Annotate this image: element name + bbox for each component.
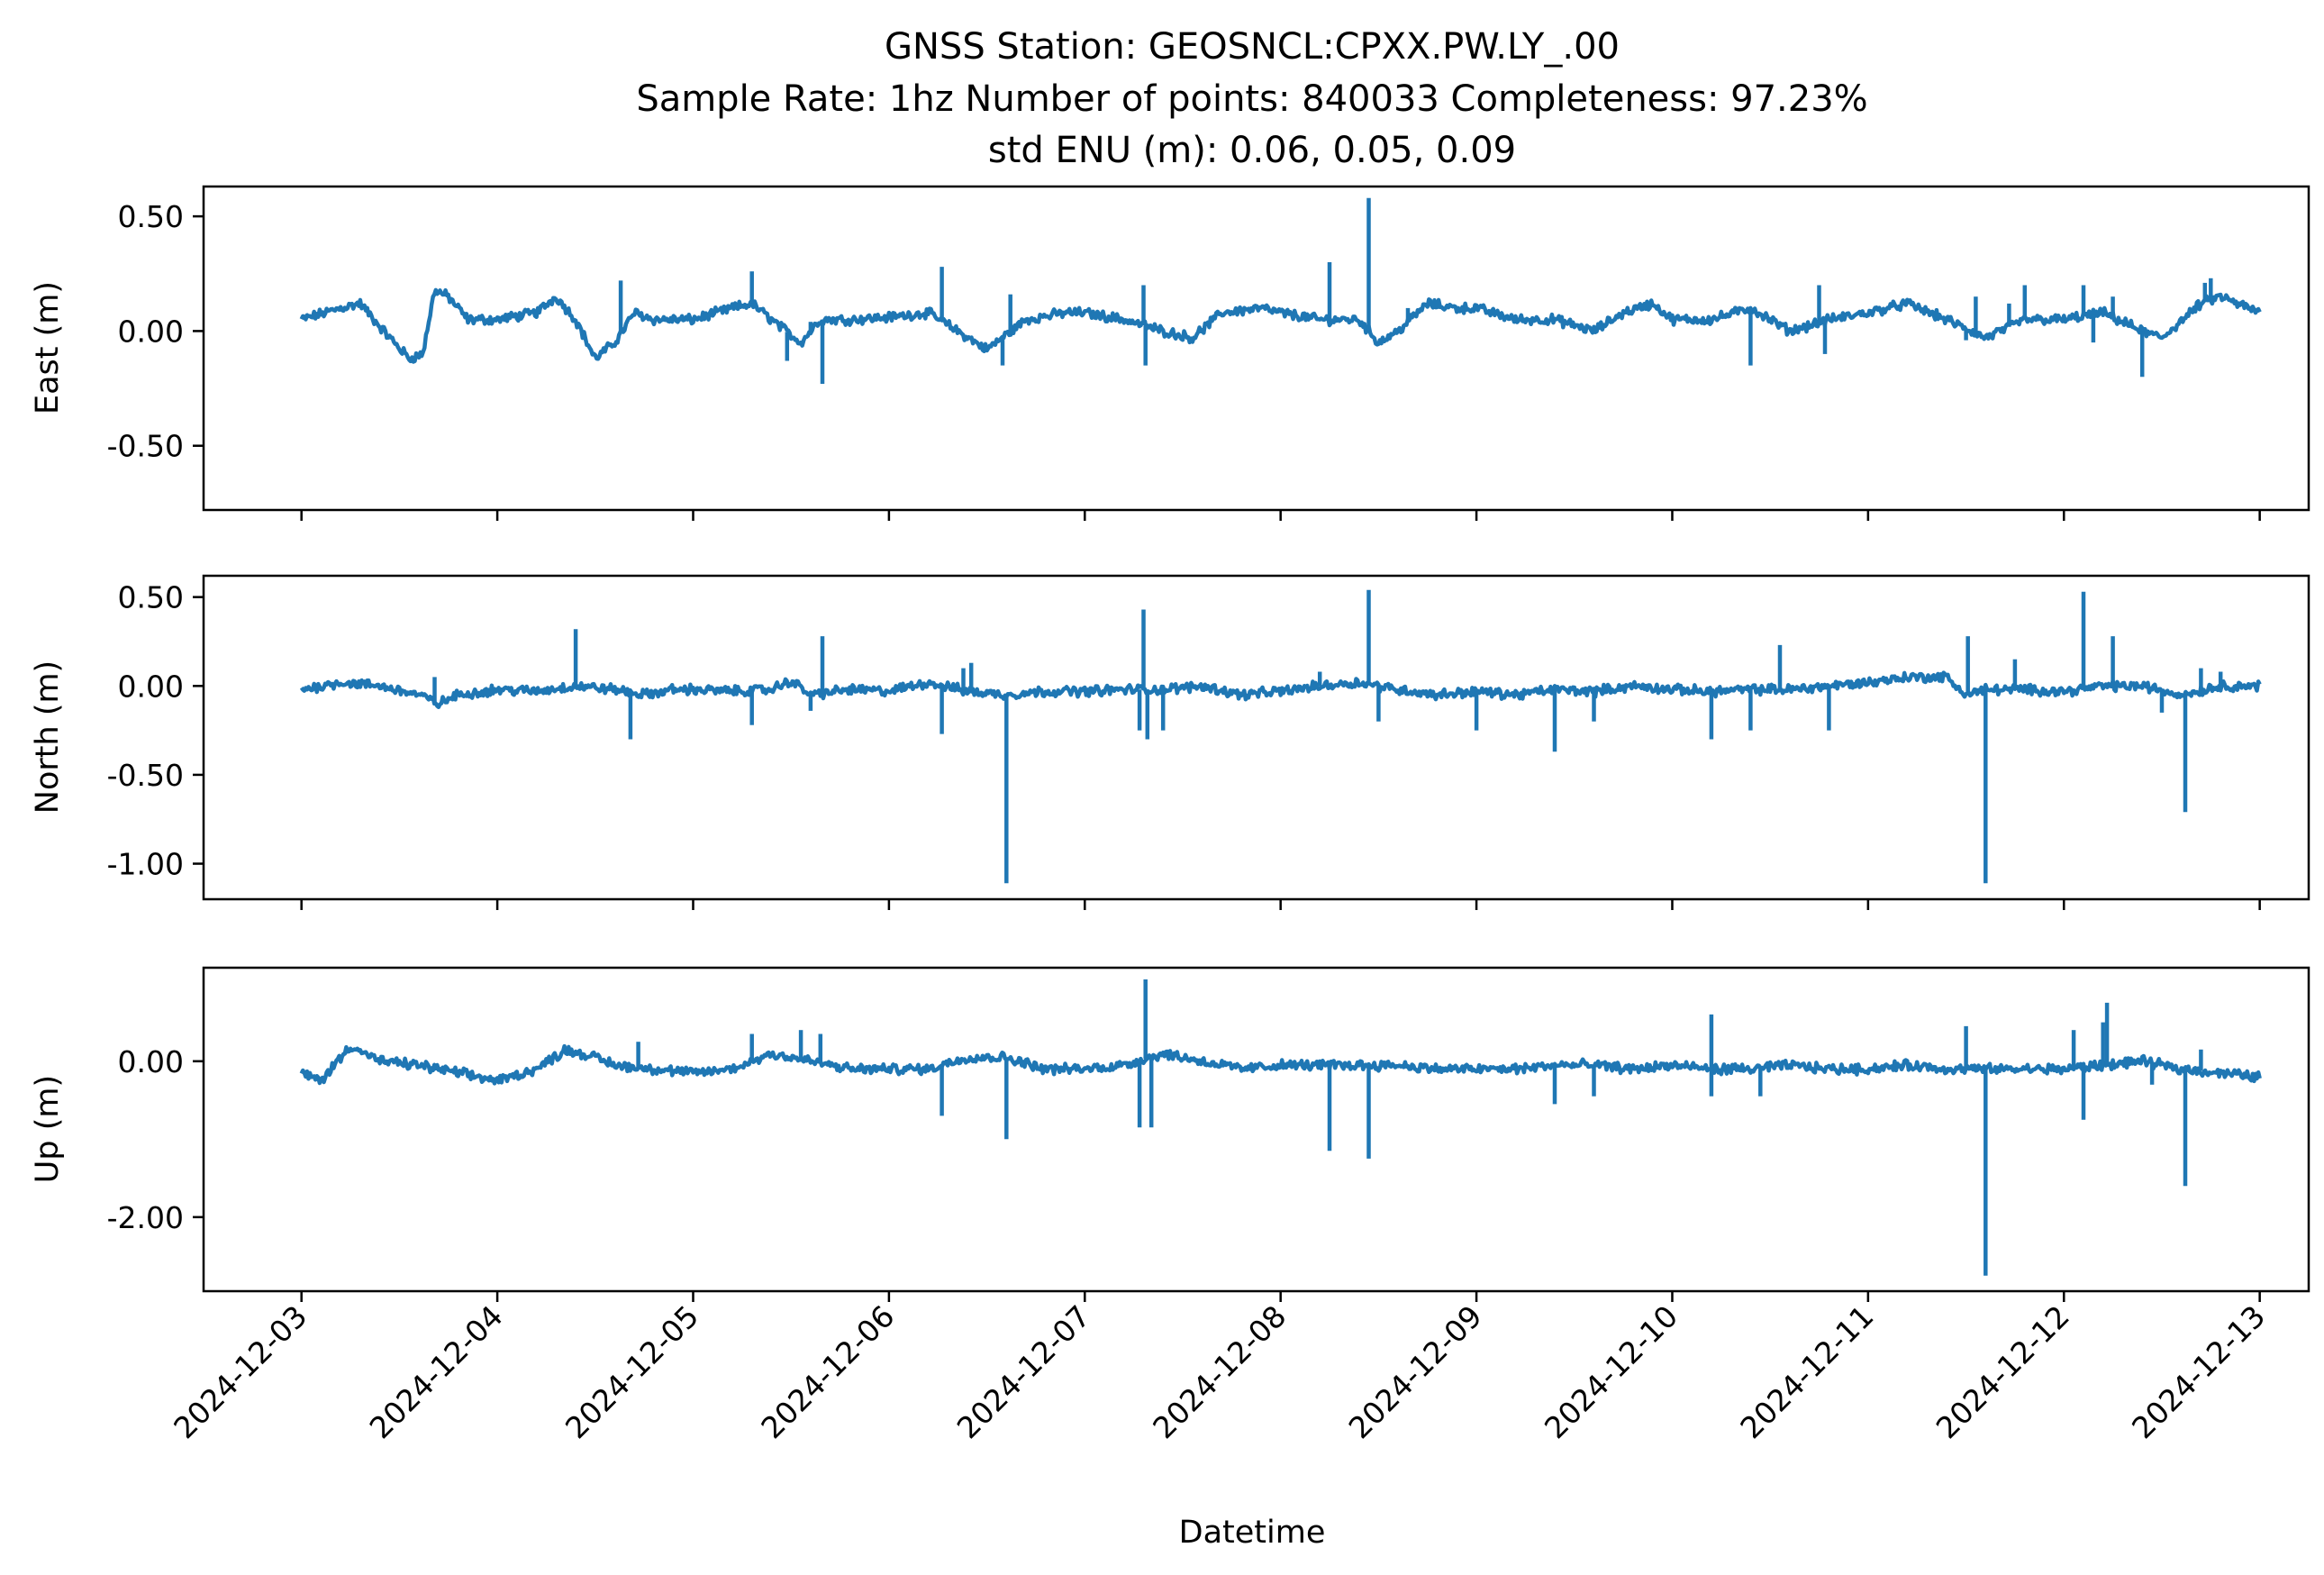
title-std-enu: std ENU (m): 0.06, 0.05, 0.09 xyxy=(988,130,1516,171)
y-tick-label: -2.00 xyxy=(107,1200,184,1235)
up-axes-frame xyxy=(202,966,2310,1293)
chart-title: GNSS Station: GEOSNCL:CPXX.PW.LY_.00 Sam… xyxy=(636,26,1867,171)
north-y-axis: 0.50 0.00 -0.50 -1.00 xyxy=(107,580,204,882)
series-line xyxy=(299,287,2262,364)
up-x-axis xyxy=(300,1291,2261,1302)
north-plot-area xyxy=(299,589,2262,884)
north-axes-frame xyxy=(202,574,2310,901)
panel-up: 0.00 -2.00 Up (m) xyxy=(30,966,2310,1302)
east-plot-area xyxy=(299,197,2262,384)
y-tick-label: 0.00 xyxy=(118,669,184,704)
y-tick-label: -1.00 xyxy=(107,847,184,882)
up-ylabel: Up (m) xyxy=(30,1075,66,1183)
x-axis-label: Datetime xyxy=(1179,1515,1326,1551)
y-tick-label: -0.50 xyxy=(107,758,184,793)
north-x-axis xyxy=(300,899,2261,910)
title-sample-rate: Sample Rate: 1hz Number of points: 84003… xyxy=(636,78,1867,120)
series-line xyxy=(299,1043,2262,1086)
up-y-axis: 0.00 -2.00 xyxy=(107,1044,204,1235)
y-tick-label: 0.00 xyxy=(118,1044,184,1079)
north-ylabel: North (m) xyxy=(30,660,66,814)
up-plot-area xyxy=(299,979,2262,1276)
east-axes-frame xyxy=(202,185,2310,512)
panel-north: 0.50 0.00 -0.50 -1.00 North (m) xyxy=(30,574,2310,910)
y-tick-label: 0.50 xyxy=(118,199,184,234)
title-station: GNSS Station: GEOSNCL:CPXX.PW.LY_.00 xyxy=(885,26,1620,68)
y-tick-label: 0.00 xyxy=(118,314,184,349)
east-y-axis: 0.50 0.00 -0.50 xyxy=(107,199,204,464)
east-x-axis xyxy=(300,510,2261,521)
east-ylabel: East (m) xyxy=(30,281,66,414)
panel-east: 0.50 0.00 -0.50 East (m) xyxy=(30,185,2310,521)
series-line xyxy=(299,670,2262,710)
y-tick-label: -0.50 xyxy=(107,429,184,464)
y-tick-label: 0.50 xyxy=(118,580,184,615)
